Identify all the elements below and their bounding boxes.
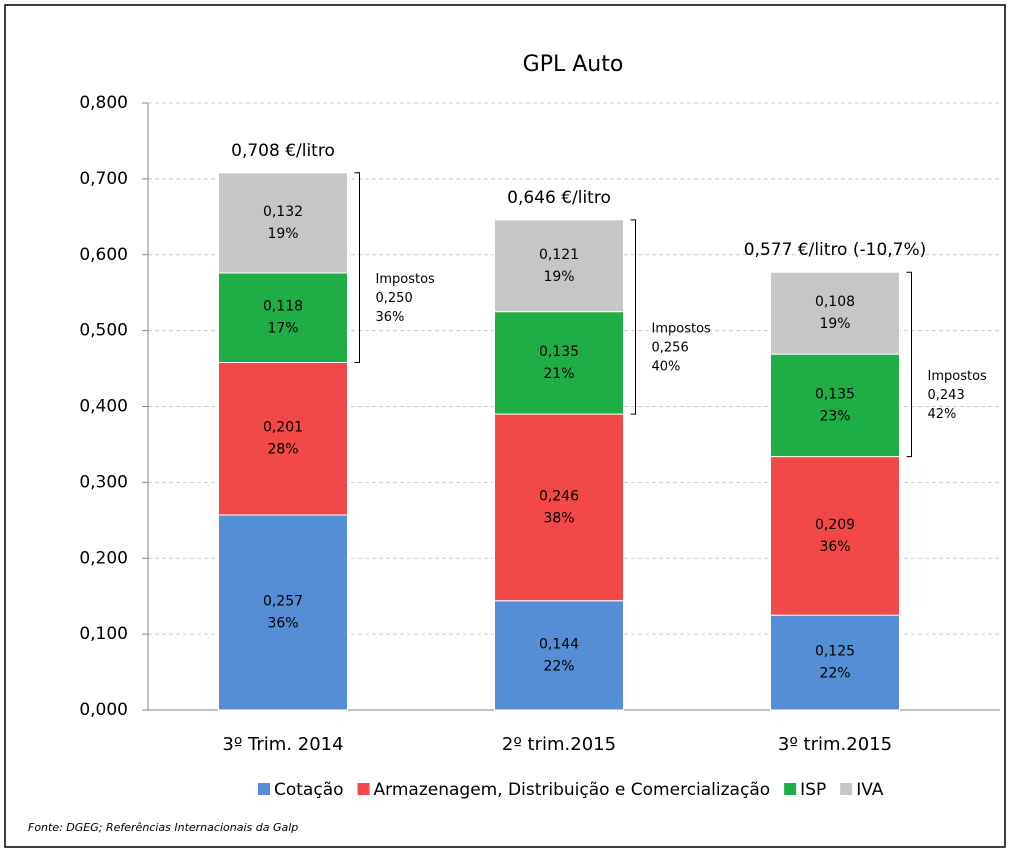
value-label: 0,135 bbox=[815, 386, 855, 402]
value-label: 0,121 bbox=[539, 247, 579, 263]
value-label: 0,144 bbox=[539, 636, 579, 652]
share-label: 23% bbox=[819, 408, 850, 424]
total-label: 0,708 €/litro bbox=[231, 141, 335, 161]
tax-annotation: Impostos bbox=[376, 272, 436, 287]
y-tick-label: 0,800 bbox=[79, 93, 128, 113]
x-tick-label: 2º trim.2015 bbox=[502, 734, 616, 755]
y-tick-label: 0,700 bbox=[79, 169, 128, 189]
bar-segment bbox=[770, 456, 900, 616]
y-tick-label: 0,100 bbox=[79, 624, 128, 644]
tax-annotation: 42% bbox=[928, 407, 957, 422]
tax-annotation: 36% bbox=[376, 310, 405, 325]
value-label: 0,132 bbox=[263, 204, 303, 220]
legend-swatch bbox=[840, 783, 853, 795]
value-label: 0,201 bbox=[263, 420, 303, 436]
y-tick-label: 0,000 bbox=[79, 700, 128, 720]
share-label: 28% bbox=[267, 442, 298, 458]
value-label: 0,125 bbox=[815, 644, 855, 660]
value-label: 0,108 bbox=[815, 294, 855, 310]
bar-segment bbox=[494, 219, 624, 313]
legend-label: IVA bbox=[856, 780, 884, 800]
bar-segment bbox=[770, 271, 900, 355]
y-tick-label: 0,600 bbox=[79, 245, 128, 265]
legend-swatch bbox=[357, 783, 370, 795]
bar-segment bbox=[770, 614, 900, 711]
share-label: 17% bbox=[267, 321, 298, 337]
legend-label: Cotação bbox=[274, 780, 344, 800]
total-label: 0,646 €/litro bbox=[507, 188, 611, 208]
legend-swatch bbox=[258, 783, 270, 795]
share-label: 36% bbox=[819, 539, 850, 555]
share-label: 19% bbox=[543, 269, 574, 285]
value-label: 0,246 bbox=[539, 488, 579, 504]
y-tick-label: 0,200 bbox=[79, 548, 128, 568]
value-label: 0,257 bbox=[263, 594, 303, 610]
value-label: 0,209 bbox=[815, 517, 855, 533]
legend-swatch bbox=[784, 783, 797, 795]
bar-segment bbox=[218, 172, 348, 274]
total-label: 0,577 €/litro (-10,7%) bbox=[744, 240, 927, 260]
bar-segment bbox=[218, 361, 348, 516]
tax-annotation: 40% bbox=[652, 359, 681, 374]
tax-bracket bbox=[354, 172, 360, 363]
share-label: 19% bbox=[267, 226, 298, 242]
y-tick-label: 0,300 bbox=[79, 472, 128, 492]
value-label: 0,135 bbox=[539, 344, 579, 360]
bar-segment bbox=[218, 272, 348, 363]
tax-annotation: 0,256 bbox=[652, 340, 689, 355]
x-tick-label: 3º trim.2015 bbox=[778, 734, 892, 755]
bar-segment bbox=[494, 311, 624, 415]
bar-segment bbox=[770, 353, 900, 458]
bar-segment bbox=[494, 413, 624, 602]
y-tick-label: 0,500 bbox=[79, 321, 128, 341]
bar-segment bbox=[494, 600, 624, 711]
tax-annotation: Impostos bbox=[928, 369, 988, 384]
chart-title: GPL Auto bbox=[523, 52, 624, 77]
source-note: Fonte: DGEG; Referências Internacionais … bbox=[28, 821, 298, 834]
tax-bracket bbox=[630, 219, 636, 415]
x-tick-label: 3º Trim. 2014 bbox=[222, 734, 343, 755]
y-tick-label: 0,400 bbox=[79, 397, 128, 417]
tax-annotation: Impostos bbox=[652, 321, 712, 336]
share-label: 22% bbox=[543, 658, 574, 674]
tax-annotation: 0,243 bbox=[928, 388, 965, 403]
share-label: 36% bbox=[267, 616, 298, 632]
share-label: 21% bbox=[543, 366, 574, 382]
tax-bracket bbox=[906, 271, 912, 458]
legend-label: ISP bbox=[800, 780, 826, 800]
legend-label: Armazenagem, Distribuição e Comercializa… bbox=[374, 780, 771, 800]
share-label: 19% bbox=[819, 316, 850, 332]
share-label: 38% bbox=[543, 510, 574, 526]
bar-segment bbox=[218, 514, 348, 711]
value-label: 0,118 bbox=[263, 299, 303, 315]
tax-annotation: 0,250 bbox=[376, 291, 413, 306]
share-label: 22% bbox=[819, 666, 850, 682]
